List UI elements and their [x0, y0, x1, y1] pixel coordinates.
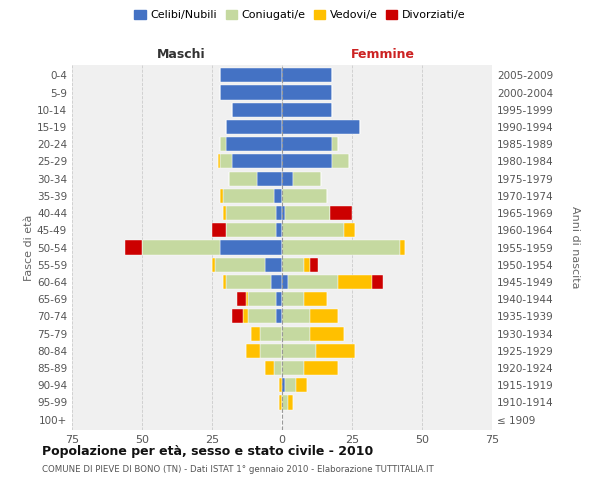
Bar — [226, 137, 282, 152]
Y-axis label: Fasce di età: Fasce di età — [24, 214, 34, 280]
Bar — [282, 189, 327, 203]
Bar — [282, 120, 361, 134]
Bar — [282, 378, 285, 392]
Bar — [277, 223, 282, 238]
Text: COMUNE DI PIEVE DI BONO (TN) - Dati ISTAT 1° gennaio 2010 - Elaborazione TUTTITA: COMUNE DI PIEVE DI BONO (TN) - Dati ISTA… — [42, 466, 434, 474]
Bar — [296, 378, 307, 392]
Bar — [226, 120, 282, 134]
Bar — [212, 223, 226, 238]
Y-axis label: Anni di nascita: Anni di nascita — [570, 206, 580, 289]
Bar — [329, 206, 352, 220]
Bar — [220, 154, 232, 168]
Bar — [232, 102, 282, 117]
Bar — [282, 258, 304, 272]
Bar — [282, 326, 310, 340]
Bar — [226, 275, 271, 289]
Bar — [338, 275, 371, 289]
Bar — [371, 275, 383, 289]
Bar — [223, 189, 274, 203]
Text: Popolazione per età, sesso e stato civile - 2010: Popolazione per età, sesso e stato civil… — [42, 445, 373, 458]
Bar — [285, 206, 329, 220]
Bar — [277, 310, 282, 324]
Bar — [310, 258, 319, 272]
Bar — [125, 240, 142, 254]
Bar — [220, 240, 282, 254]
Text: Femmine: Femmine — [351, 48, 415, 62]
Bar — [223, 206, 226, 220]
Bar — [282, 275, 287, 289]
Bar — [271, 275, 282, 289]
Bar — [304, 361, 338, 375]
Bar — [220, 86, 282, 100]
Bar — [274, 361, 282, 375]
Bar — [260, 326, 282, 340]
Bar — [293, 172, 321, 185]
Bar — [232, 154, 282, 168]
Bar — [257, 172, 282, 185]
Bar — [282, 137, 332, 152]
Bar — [282, 310, 310, 324]
Bar — [248, 310, 277, 324]
Bar — [332, 154, 349, 168]
Bar — [279, 378, 282, 392]
Bar — [218, 154, 220, 168]
Bar — [304, 258, 310, 272]
Bar — [237, 292, 245, 306]
Bar — [245, 344, 260, 358]
Bar — [344, 223, 355, 238]
Bar — [279, 396, 282, 409]
Bar — [287, 275, 338, 289]
Bar — [212, 258, 215, 272]
Bar — [226, 223, 277, 238]
Bar — [310, 326, 344, 340]
Text: Maschi: Maschi — [157, 48, 206, 62]
Bar — [282, 206, 285, 220]
Legend: Celibi/Nubili, Coniugati/e, Vedovi/e, Divorziati/e: Celibi/Nubili, Coniugati/e, Vedovi/e, Di… — [130, 6, 470, 25]
Bar — [265, 258, 282, 272]
Bar — [332, 137, 338, 152]
Bar — [282, 154, 332, 168]
Bar — [274, 189, 282, 203]
Bar — [243, 310, 248, 324]
Bar — [282, 86, 332, 100]
Bar — [226, 206, 277, 220]
Bar — [282, 292, 304, 306]
Bar — [245, 292, 248, 306]
Bar — [282, 344, 316, 358]
Bar — [277, 292, 282, 306]
Bar — [282, 68, 332, 82]
Bar — [304, 292, 327, 306]
Bar — [142, 240, 220, 254]
Bar — [282, 361, 304, 375]
Bar — [287, 396, 293, 409]
Bar — [316, 344, 355, 358]
Bar — [220, 68, 282, 82]
Bar — [282, 172, 293, 185]
Bar — [260, 344, 282, 358]
Bar — [310, 310, 338, 324]
Bar — [229, 172, 257, 185]
Bar — [248, 292, 277, 306]
Bar — [265, 361, 274, 375]
Bar — [220, 137, 226, 152]
Bar — [282, 240, 400, 254]
Bar — [232, 310, 243, 324]
Bar — [400, 240, 405, 254]
Bar — [282, 102, 332, 117]
Bar — [215, 258, 265, 272]
Bar — [282, 223, 344, 238]
Bar — [277, 206, 282, 220]
Bar — [251, 326, 260, 340]
Bar — [282, 396, 287, 409]
Bar — [220, 189, 223, 203]
Bar — [223, 275, 226, 289]
Bar — [285, 378, 296, 392]
